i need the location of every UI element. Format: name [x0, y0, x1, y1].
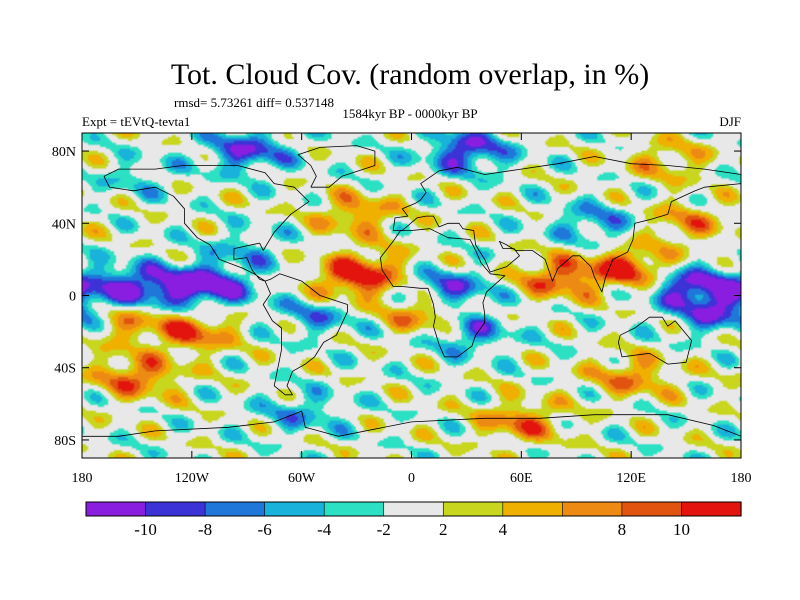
colorbar-label: -2 — [377, 520, 391, 539]
x-tick-label: 180 — [72, 471, 93, 486]
x-tick-label: 0 — [408, 471, 415, 486]
period-label: 1584kyr BP - 0000kyr BP — [342, 106, 477, 121]
coastlines — [82, 145, 742, 437]
colorbar-swatch — [383, 501, 444, 517]
colorbar-label: -6 — [258, 520, 272, 539]
colorbar-label: -4 — [317, 520, 332, 539]
colorbar-swatch — [502, 501, 563, 517]
y-axis: 80N 40N 0 40S 80S — [52, 145, 741, 449]
colorbar-label: -8 — [198, 520, 212, 539]
colorbar-label: 8 — [618, 520, 627, 539]
y-tick-label: 40N — [52, 217, 76, 232]
coastline-australia — [618, 316, 692, 365]
colorbar-swatch — [204, 501, 266, 517]
y-tick-label: 40S — [54, 362, 76, 377]
colorbar-label: 4 — [499, 520, 508, 539]
y-tick-label: 0 — [69, 290, 76, 305]
experiment-label: Expt = tEVtQ-tevta1 — [82, 114, 190, 129]
season-label: DJF — [719, 114, 741, 129]
colorbar-swatch — [562, 501, 623, 517]
coastline-antarctica — [82, 410, 742, 437]
colorbar-label: 2 — [439, 520, 448, 539]
x-tick-label: 60W — [288, 471, 316, 486]
y-tick-label: 80S — [54, 434, 76, 449]
y-tick-label: 80N — [52, 145, 76, 160]
colorbar-swatch — [681, 501, 742, 517]
colorbar-swatch — [323, 501, 385, 517]
map-panel: 180 120W 60W 0 60E 120E 180 80N 40N 0 40S 80S — [52, 132, 752, 486]
cloud-cover-field — [82, 133, 741, 458]
colorbar-label: 10 — [673, 520, 690, 539]
coastline-africa — [380, 228, 506, 358]
colorbar: -10 -8 -6 -4 -2 2 4 8 10 — [85, 501, 742, 539]
stats-line: rmsd= 5.73261 diff= 0.537148 — [174, 95, 334, 110]
x-tick-label: 120E — [616, 471, 646, 486]
colorbar-swatch — [145, 501, 206, 517]
x-axis: 180 120W 60W 0 60E 120E 180 — [72, 133, 752, 486]
coastline-south-america — [262, 273, 348, 396]
x-tick-label: 180 — [731, 471, 752, 486]
colorbar-label: -10 — [134, 520, 157, 539]
colorbar-frame — [85, 501, 742, 517]
x-tick-label: 120W — [175, 471, 210, 486]
colorbar-swatch — [264, 501, 325, 517]
x-tick-label: 60E — [510, 471, 533, 486]
colorbar-swatch — [85, 501, 147, 517]
coastline-north-america — [103, 165, 310, 282]
colorbar-swatch — [442, 501, 504, 517]
chart-title: Tot. Cloud Cov. (random overlap, in %) — [171, 58, 649, 91]
coastline-eurasia — [392, 156, 742, 293]
colorbar-swatch — [621, 501, 683, 517]
coastline-greenland — [297, 145, 376, 188]
